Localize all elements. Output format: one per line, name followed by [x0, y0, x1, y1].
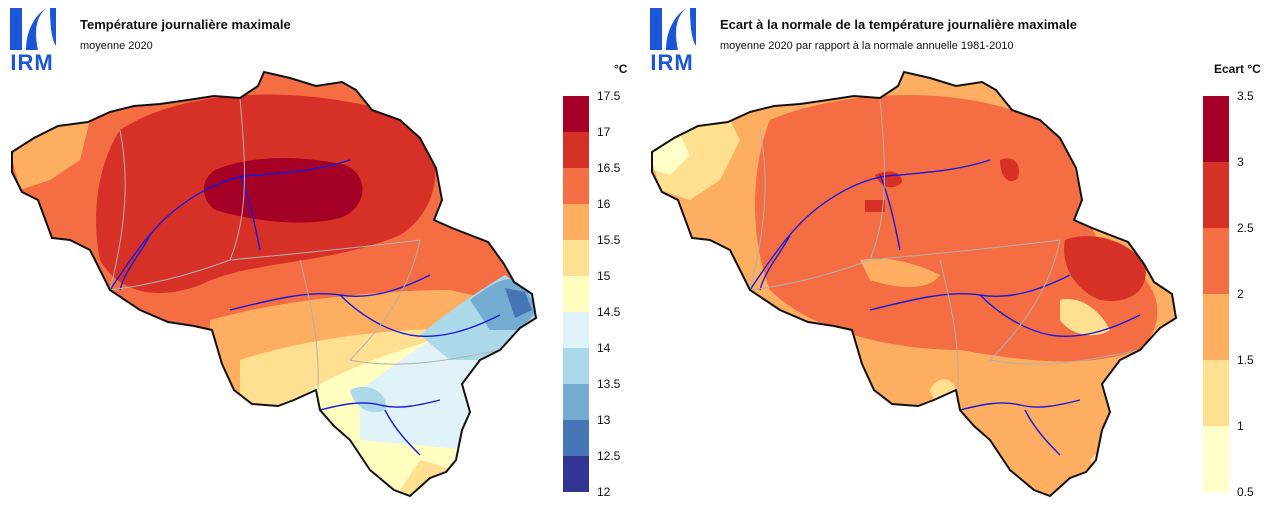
- legend-swatch: [1203, 360, 1229, 426]
- legend-tick: 14: [597, 341, 611, 355]
- belgium-temperature-map: [11, 71, 537, 497]
- legend-tick: 2: [1237, 287, 1244, 301]
- legend-tick: 13: [597, 413, 611, 427]
- irm-logo-text: IRM: [650, 50, 694, 75]
- irm-logo-text: IRM: [10, 50, 54, 75]
- legend-swatch: [563, 420, 589, 456]
- legend-swatch: [563, 132, 589, 168]
- temperature-legend: 17.5 17 16.5 16 15.5 15 14.5 14 13.5 13 …: [563, 90, 620, 498]
- legend-swatch: [563, 312, 589, 348]
- legend-unit: °C: [614, 62, 628, 76]
- legend-swatch: [1203, 294, 1229, 360]
- map-title: Température journalière maximale: [80, 17, 291, 32]
- legend-tick: 14.5: [597, 305, 621, 319]
- legend-swatch: [563, 204, 589, 240]
- map-title: Ecart à la normale de la température jou…: [720, 17, 1077, 32]
- legend-tick: 3: [1237, 155, 1244, 169]
- map-subtitle: moyenne 2020: [80, 40, 153, 52]
- legend-tick: 15: [597, 269, 611, 283]
- legend-swatch: [1203, 162, 1229, 228]
- legend-swatch: [563, 240, 589, 276]
- irm-logo: IRM: [646, 6, 698, 75]
- legend-tick: 12: [597, 485, 611, 499]
- legend-tick: 1.5: [1237, 353, 1254, 367]
- legend-tick: 13.5: [597, 377, 621, 391]
- legend-tick: 15.5: [597, 233, 621, 247]
- legend-swatch: [1203, 426, 1229, 492]
- legend-swatch: [1203, 228, 1229, 294]
- legend-swatch: [563, 276, 589, 312]
- legend-tick: 16.5: [597, 161, 621, 175]
- legend-tick: 16: [597, 197, 611, 211]
- legend-swatch: [563, 384, 589, 420]
- belgium-anomaly-map: [651, 71, 1177, 497]
- legend-tick: 3.5: [1237, 89, 1254, 103]
- legend-swatch: [563, 168, 589, 204]
- irm-logo: IRM: [6, 6, 58, 75]
- legend-swatch: [563, 96, 589, 132]
- legend-tick: 17: [597, 125, 611, 139]
- legend-tick: 0.5: [1237, 485, 1254, 499]
- map-panel-temperature-anomaly: IRM Ecart à la normale de la température…: [640, 0, 1280, 507]
- legend-tick: 2.5: [1237, 221, 1254, 235]
- legend-swatch: [1203, 96, 1229, 162]
- legend-swatch: [563, 348, 589, 384]
- map-subtitle: moyenne 2020 par rapport à la normale an…: [720, 40, 1014, 52]
- legend-unit: Ecart °C: [1214, 62, 1261, 76]
- legend-tick: 1: [1237, 419, 1244, 433]
- map-panel-max-temperature: IRM Température journalière maximale moy…: [6, 6, 628, 498]
- anomaly-legend: 3.5 3 2.5 2 1.5 1 0.5: [1203, 90, 1254, 498]
- legend-tick: 17.5: [597, 89, 621, 103]
- legend-swatch: [563, 456, 589, 492]
- legend-tick: 12.5: [597, 449, 621, 463]
